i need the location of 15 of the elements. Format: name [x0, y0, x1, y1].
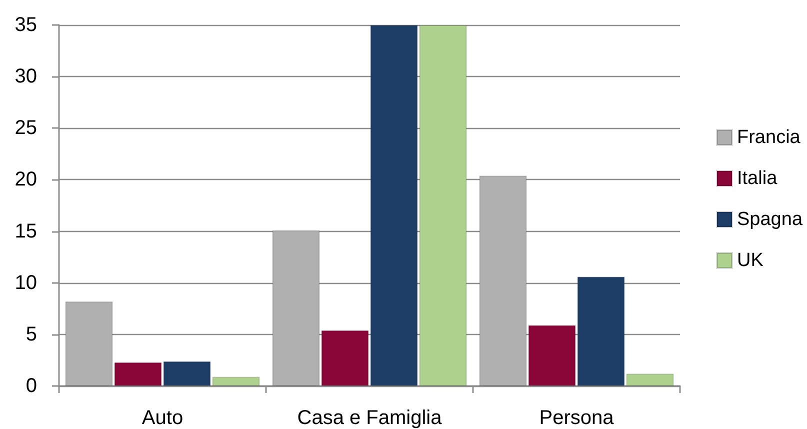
y-tick-label: 35 [14, 14, 37, 36]
x-tick-label: Persona [539, 407, 615, 429]
y-tick-label: 0 [26, 375, 37, 397]
legend-label: UK [737, 250, 764, 271]
legend-label: Italia [737, 168, 778, 189]
x-tick-label: Casa e Famiglia [297, 407, 443, 429]
y-tick-label: 15 [14, 220, 37, 242]
legend-label: Spagna [737, 209, 803, 230]
y-tick-label: 20 [14, 168, 37, 191]
y-tick-label: 10 [14, 272, 37, 294]
y-tick-label: 25 [14, 117, 37, 140]
legend-label: Francia [737, 127, 801, 148]
y-tick-label: 30 [14, 66, 37, 88]
y-tick-label: 5 [26, 323, 37, 346]
x-tick-label: Auto [142, 407, 184, 429]
